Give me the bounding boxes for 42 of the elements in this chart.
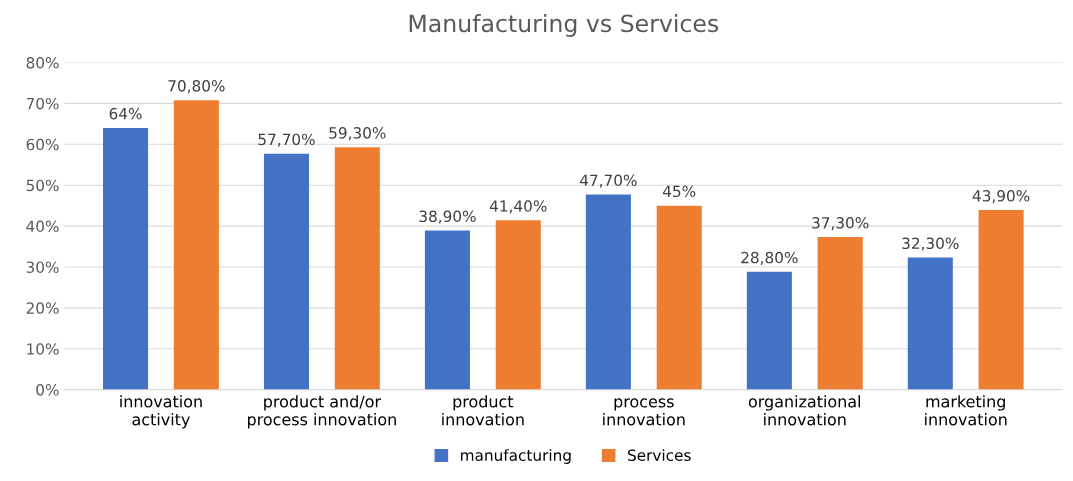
bar — [263, 153, 310, 390]
data-label: 70,80% — [168, 80, 225, 94]
legend-label: Services — [628, 449, 691, 461]
data-label: 64% — [109, 107, 142, 120]
data-label: 32,30% — [902, 237, 959, 251]
y-tick-label: 50% — [26, 179, 59, 192]
y-tick-label: 30% — [26, 261, 59, 273]
bar — [334, 147, 380, 390]
x-tick-label: marketing innovation — [925, 395, 1007, 426]
y-tick-label: 60% — [26, 138, 59, 151]
y-tick-label: 70% — [26, 97, 59, 110]
bar — [656, 205, 702, 390]
bar — [585, 194, 631, 390]
data-label: 28,80% — [741, 251, 798, 265]
bar — [746, 271, 792, 390]
y-tick-label: 0% — [36, 384, 59, 396]
data-label: 37,30% — [812, 217, 869, 231]
bar — [495, 220, 541, 390]
y-tick-label: 20% — [26, 302, 59, 314]
x-tick-label: product and/or process innovation — [247, 395, 396, 429]
x-tick-label: organizational innovation — [748, 395, 861, 426]
data-label: 45% — [662, 185, 696, 198]
chart-title: Manufacturing vs Services — [409, 14, 719, 37]
data-label: 38,90% — [419, 210, 476, 224]
x-tick-label: process innovation — [603, 398, 685, 426]
bar — [103, 127, 149, 390]
y-tick-label: 80% — [26, 57, 59, 69]
data-label: 43,90% — [972, 190, 1030, 204]
bar — [424, 230, 470, 390]
bar — [978, 210, 1024, 390]
legend-label: manufacturing — [461, 449, 571, 464]
data-label: 41,40% — [489, 200, 547, 214]
bar — [907, 257, 953, 390]
y-tick-label: 40% — [26, 220, 59, 233]
x-tick-label: innovation activity — [120, 395, 202, 429]
bar — [173, 100, 219, 390]
data-label: 59,30% — [329, 127, 386, 141]
data-label: 47,70% — [580, 174, 637, 188]
x-tick-label: product innovation — [442, 395, 524, 426]
data-label: 57,70% — [258, 133, 315, 147]
bar — [817, 237, 863, 390]
y-tick-label: 10% — [27, 343, 59, 355]
